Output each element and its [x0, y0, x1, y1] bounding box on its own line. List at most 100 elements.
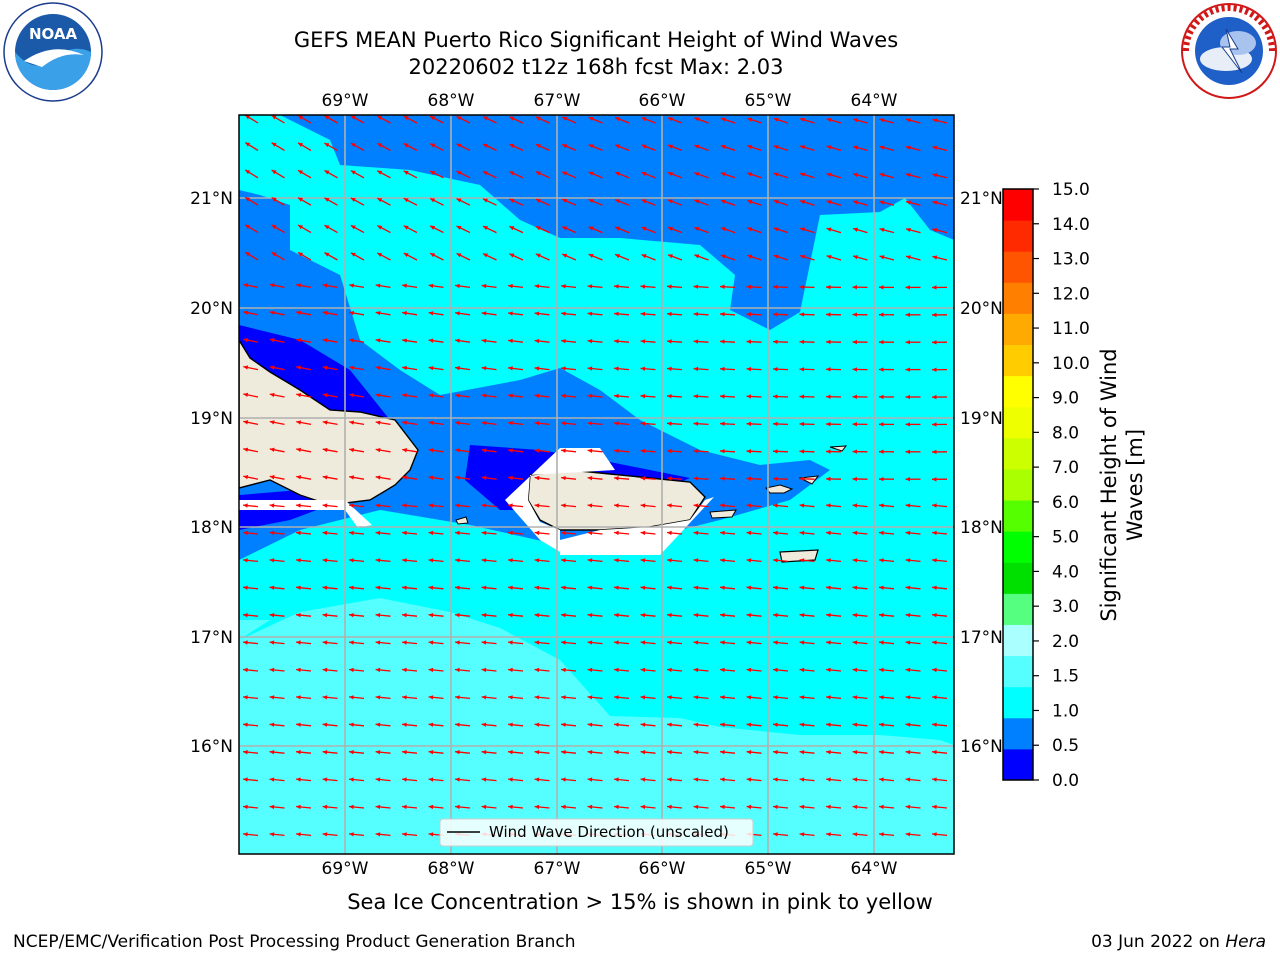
wave-direction-arrowhead	[350, 143, 356, 148]
colorbar-segment	[1003, 686, 1033, 719]
wave-direction-arrowhead	[588, 253, 594, 258]
colorbar-tick-label: 11.0	[1052, 319, 1090, 339]
wave-direction-arrowhead	[243, 420, 249, 425]
wave-direction-arrowhead	[773, 612, 778, 618]
wave-direction-arrowhead	[322, 667, 328, 673]
wave-direction-arrowhead	[853, 118, 858, 123]
wave-direction-arrowhead	[905, 118, 911, 123]
lat-label: 17°N	[960, 628, 1003, 648]
wave-direction-arrowhead	[455, 722, 460, 727]
wave-direction-arrowhead	[561, 612, 566, 618]
colorbar-tick-label: 1.5	[1052, 667, 1079, 687]
lon-label: 69°W	[322, 859, 369, 879]
wave-direction-arrowhead	[905, 367, 911, 372]
wave-direction-arrowhead	[640, 339, 646, 344]
wave-direction-arrowhead	[561, 695, 566, 700]
wave-direction-arrowhead	[667, 804, 672, 810]
wave-direction-arrowhead	[932, 118, 938, 123]
wave-direction-arrowhead	[932, 173, 938, 178]
wave-direction-arrowhead	[349, 749, 354, 755]
wave-direction-arrowhead	[377, 143, 383, 148]
wave-direction-arrowhead	[667, 777, 672, 782]
wave-direction-arrowhead	[826, 777, 831, 782]
wave-direction-arrowhead	[667, 695, 672, 700]
wave-direction-arrowhead	[430, 116, 436, 121]
wave-direction-arrowhead	[720, 640, 725, 645]
wave-direction-arrowhead	[905, 722, 911, 727]
wave-direction-arrowhead	[879, 476, 884, 482]
wave-direction-arrowhead	[322, 310, 328, 316]
wave-direction-arrowhead	[269, 365, 275, 370]
lat-labels-right: 21°N 20°N 19°N 18°N 17°N 16°N	[960, 189, 1003, 757]
noaa-logo: NOAA	[3, 2, 103, 102]
wave-direction-arrowhead	[243, 365, 249, 370]
wave-direction-arrowhead	[879, 804, 884, 810]
wave-direction-arrowhead	[615, 144, 621, 149]
wave-direction-arrowhead	[826, 254, 832, 260]
wave-direction-arrowhead	[324, 170, 330, 175]
lat-label: 17°N	[190, 628, 233, 648]
wave-direction-arrowhead	[456, 226, 462, 230]
wave-direction-arrowhead	[640, 448, 646, 454]
wave-direction-arrowhead	[403, 198, 409, 203]
colorbar-label: Significant Height of WindWaves [m]	[1097, 348, 1147, 621]
wave-direction-arrowhead	[402, 640, 407, 645]
wave-direction-arrowhead	[243, 722, 248, 727]
wave-direction-arrowhead	[694, 172, 700, 177]
wave-direction-arrowhead	[375, 832, 381, 837]
wave-direction-arrowhead	[375, 447, 381, 453]
wave-direction-arrowhead	[349, 530, 354, 536]
wave-direction-arrowhead	[826, 530, 831, 536]
lon-label: 65°W	[745, 859, 792, 879]
wave-direction-arrowhead	[509, 226, 515, 231]
wave-direction-arrowhead	[640, 695, 646, 700]
wave-direction-arrowhead	[402, 420, 407, 425]
wave-direction-arrowhead	[561, 475, 566, 481]
wave-direction-arrowhead	[826, 585, 831, 590]
wave-direction-arrowhead	[799, 530, 805, 536]
wave-direction-arrowhead	[932, 422, 937, 427]
wave-direction-arrowhead	[826, 172, 832, 177]
wave-direction-arrowhead	[482, 226, 488, 231]
wave-direction-arrowhead	[614, 503, 619, 508]
wave-direction-arrowhead	[322, 475, 328, 480]
wave-direction-arrowhead	[799, 612, 805, 618]
graticule	[239, 115, 954, 854]
wave-direction-arrowhead	[773, 145, 779, 150]
wave-direction-arrowhead	[587, 804, 593, 810]
wave-direction-arrowhead	[271, 115, 277, 120]
wave-direction-arrowhead	[428, 777, 434, 782]
wave-direction-arrowhead	[667, 612, 672, 618]
wave-direction-arrowhead	[508, 612, 513, 618]
wave-direction-arrowhead	[482, 171, 488, 176]
wave-direction-arrowhead	[534, 475, 540, 481]
wave-direction-arrowhead	[534, 722, 540, 727]
colorbar-tick-label: 0.0	[1052, 771, 1079, 791]
colorbar-segment	[1003, 717, 1033, 750]
wave-direction-arrowhead	[296, 283, 302, 288]
wave-direction-arrowhead	[402, 283, 407, 288]
wave-direction-arrowhead	[269, 392, 275, 398]
wave-direction-arrowhead	[534, 749, 540, 755]
wave-direction-arrowhead	[800, 145, 806, 150]
wave-direction-arrowhead	[852, 640, 858, 645]
wave-direction-arrowhead	[430, 143, 436, 148]
wave-direction-arrowhead	[693, 777, 699, 782]
wave-direction-arrowhead	[322, 777, 328, 782]
wave-direction-arrowhead	[773, 199, 779, 205]
wave-direction-arrowhead	[720, 749, 725, 755]
wave-direction-arrowhead	[375, 420, 381, 425]
wave-direction-arrowhead	[428, 283, 434, 289]
wave-direction-arrowhead	[561, 777, 566, 782]
wave-direction-arrowhead	[455, 558, 460, 563]
wave-direction-arrowhead	[508, 804, 513, 810]
wave-direction-arrowhead	[799, 558, 805, 563]
wave-direction-arrowhead	[667, 503, 672, 508]
wave-direction-arrowhead	[296, 503, 301, 508]
wave-direction-arrowhead	[932, 777, 937, 782]
wave-direction-arrowhead	[428, 695, 434, 700]
wave-direction-arrowhead	[349, 310, 355, 316]
lat-label: 16°N	[960, 737, 1003, 757]
wave-direction-arrowhead	[826, 832, 831, 837]
wave-direction-arrowhead	[428, 530, 434, 536]
